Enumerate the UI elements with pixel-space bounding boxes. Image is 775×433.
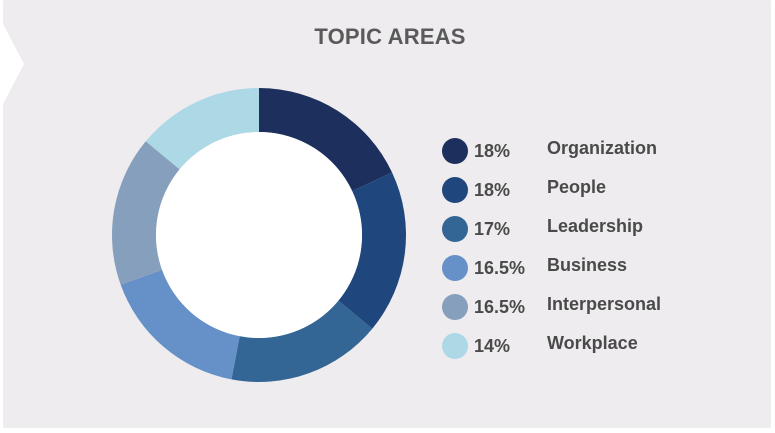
- donut-hole: [156, 132, 362, 338]
- donut-slice-workplace: [145, 88, 259, 170]
- legend-label: Business: [547, 255, 628, 275]
- legend-swatch: [442, 177, 468, 203]
- chart-legend: 18% Organization 18% People 17% Leadership 16.…: [440, 134, 740, 368]
- legend-label: Interpersonal: [547, 294, 662, 314]
- donut-slice-interpersonal: [112, 141, 180, 285]
- donut-slice-business: [120, 269, 240, 380]
- legend-item-organization: 18% Organization: [440, 134, 740, 173]
- legend-percent: 16.5%: [474, 258, 526, 278]
- panel-notch: [0, 18, 24, 110]
- legend-swatch: [442, 333, 468, 359]
- legend-swatch: [442, 138, 468, 164]
- legend-swatch: [442, 216, 468, 242]
- legend-percent: 18%: [474, 141, 511, 161]
- legend-percent: 16.5%: [474, 297, 526, 317]
- legend-item-people: 18% People: [440, 173, 740, 212]
- donut-slice-leadership: [231, 300, 373, 382]
- legend-percent: 17%: [474, 219, 511, 239]
- legend-item-leadership: 17% Leadership: [440, 212, 740, 251]
- legend-swatch: [442, 294, 468, 320]
- legend-label: Leadership: [547, 216, 644, 236]
- legend-label: Organization: [547, 138, 658, 158]
- donut-slice-organization: [259, 88, 393, 192]
- legend-label: Workplace: [547, 333, 638, 353]
- legend-item-workplace: 14% Workplace: [440, 329, 740, 368]
- legend-label: People: [547, 177, 607, 197]
- donut-slice-people: [338, 172, 406, 329]
- donut-chart: [112, 88, 406, 382]
- legend-swatch: [442, 255, 468, 281]
- legend-item-business: 16.5% Business: [440, 251, 740, 290]
- chart-title: TOPIC AREAS: [314, 24, 466, 49]
- legend-percent: 18%: [474, 180, 511, 200]
- legend-item-interpersonal: 16.5% Interpersonal: [440, 290, 740, 329]
- legend-percent: 14%: [474, 336, 511, 356]
